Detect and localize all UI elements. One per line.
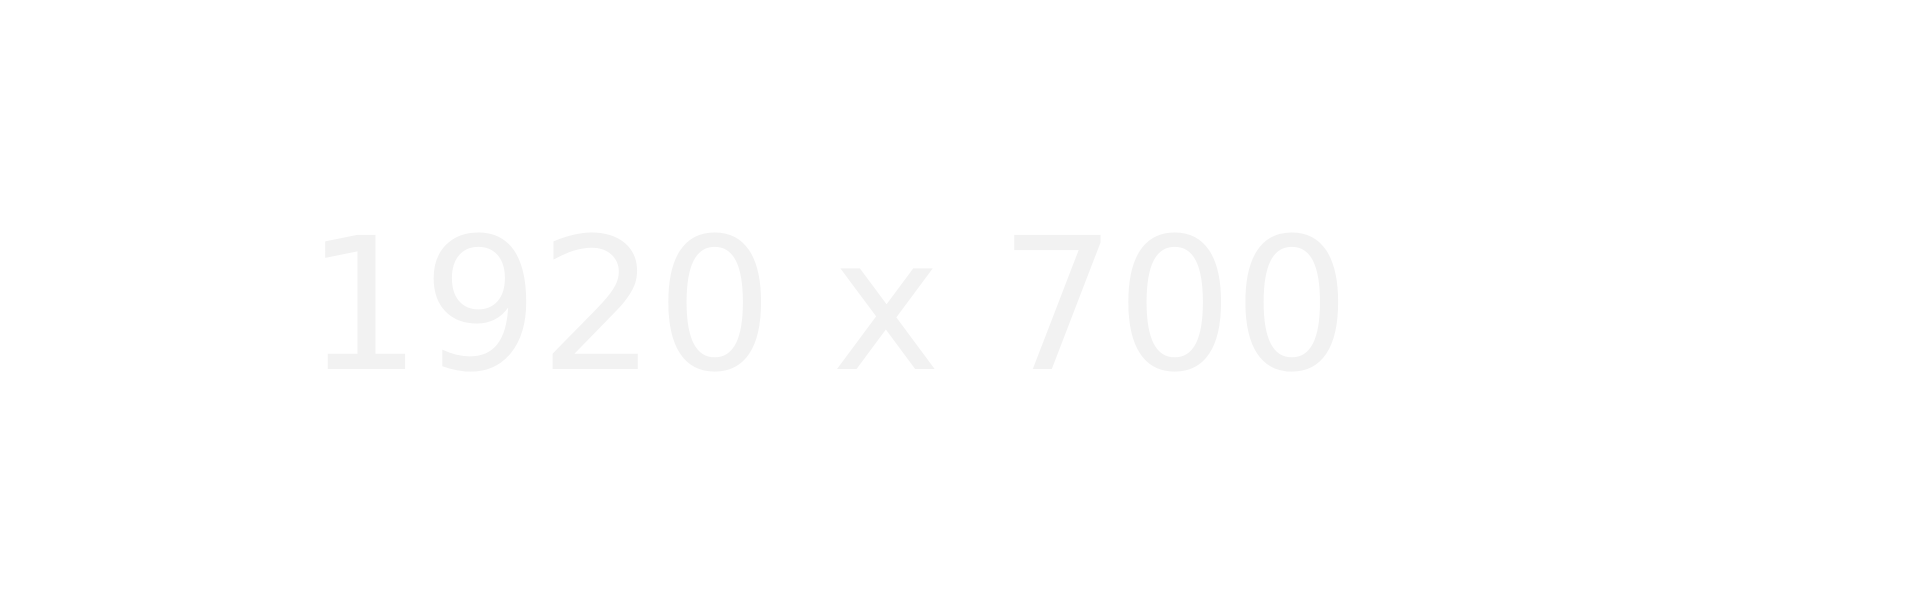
placeholder-dimensions-label: 1920 x 700 bbox=[305, 199, 1351, 413]
